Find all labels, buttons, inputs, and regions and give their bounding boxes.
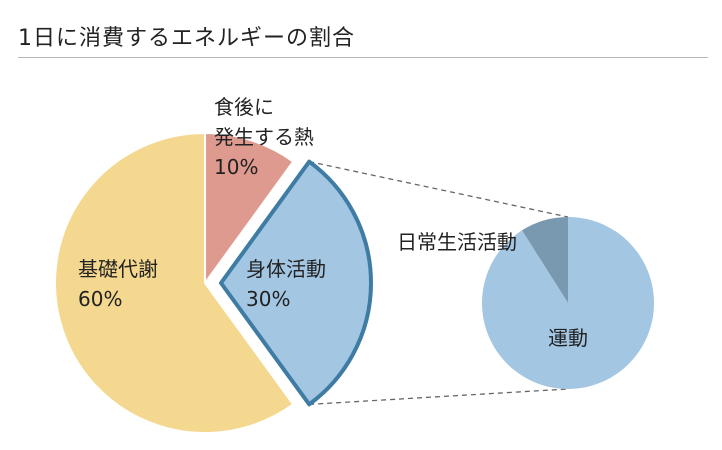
breakdown-label-daily-life-activity: 日常生活活動 [397, 230, 517, 254]
slice-value-label-physical-activity: 30% [246, 287, 290, 311]
slice-label-basal-metabolism: 基礎代謝 [78, 257, 158, 281]
pie-slice-basal-metabolism [54, 131, 295, 434]
slice-value-label-basal-metabolism: 60% [78, 287, 122, 311]
slice-value-label-thermogenesis: 10% [214, 155, 258, 179]
breakdown-slice-exercise [482, 217, 655, 390]
pie-slice-physical-activity [219, 159, 373, 407]
breakdown-label-exercise: 運動 [548, 326, 588, 350]
chart-title: 1日に消費するエネルギーの割合 [18, 26, 355, 51]
pie-slice-thermogenesis [204, 131, 295, 287]
slice-label-physical-activity: 身体活動 [246, 257, 326, 281]
breakdown-pie [482, 217, 655, 390]
main-pie [54, 131, 373, 434]
title-divider [18, 57, 708, 58]
slice-label-thermogenesis: 発生する熱 [214, 125, 314, 149]
connector-line-bottom [309, 388, 569, 406]
slice-label-thermogenesis: 食後に [214, 95, 274, 119]
breakdown-slice-daily-life-activity [521, 217, 568, 303]
connector-lines [309, 160, 569, 406]
connector-line-top [309, 160, 569, 218]
